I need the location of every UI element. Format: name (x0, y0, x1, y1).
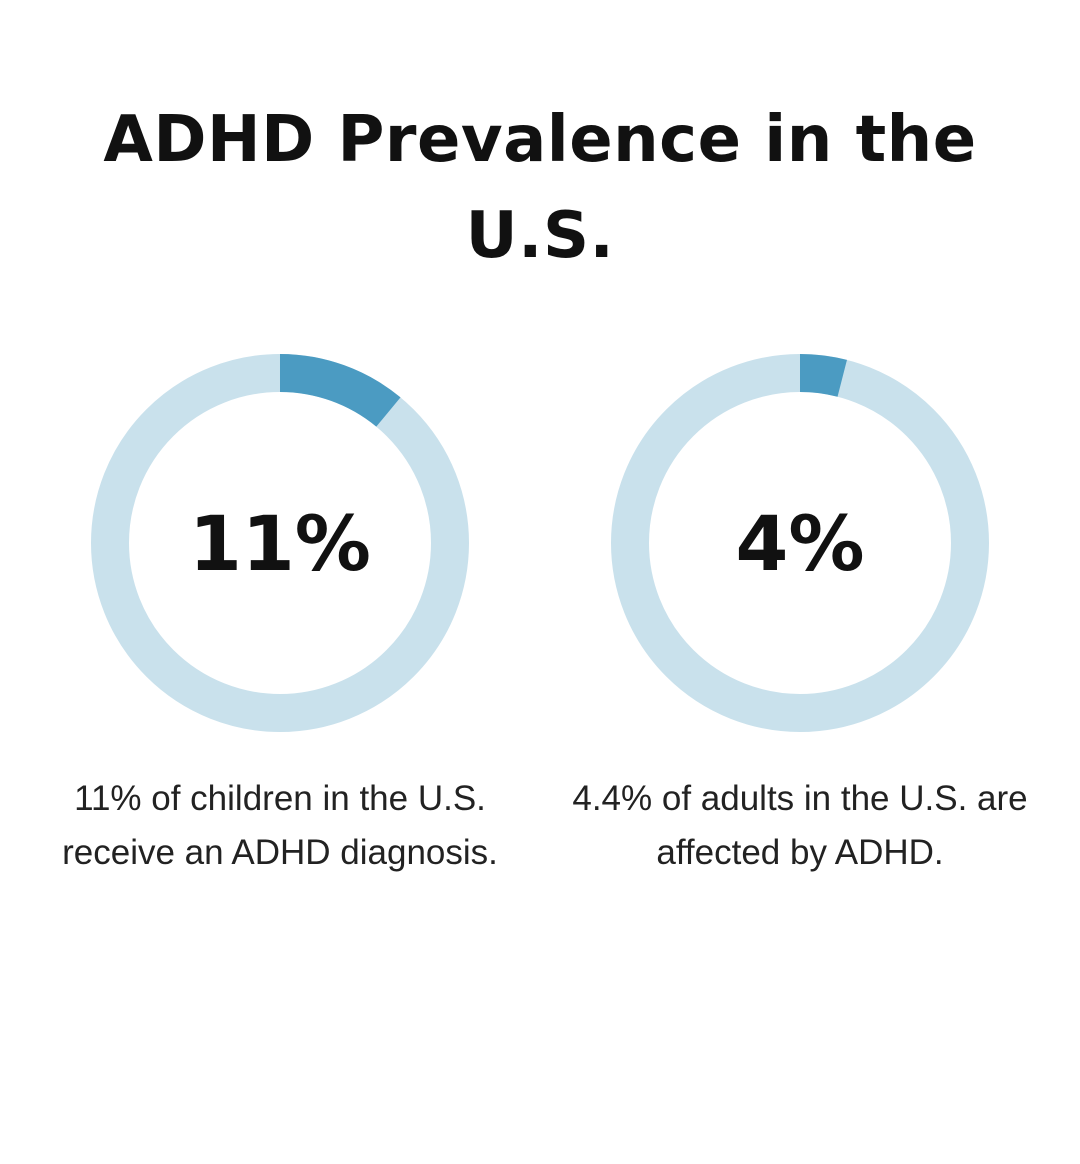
donut-chart-adults: 4% (611, 354, 989, 732)
donut-value-label-children: 11% (189, 498, 371, 588)
donut-value-label-adults: 4% (735, 498, 865, 588)
donut-value-arc-adults (611, 354, 989, 732)
page-title: ADHD Prevalence in the U.S. (103, 103, 977, 273)
caption-children: 11% of children in the U.S. receive an A… (62, 779, 498, 872)
caption-adults: 4.4% of adults in the U.S. are affected … (572, 779, 1028, 872)
donut-value-arc-children (91, 354, 469, 732)
donut-svg-adults (611, 354, 989, 732)
donut-chart-children: 11% (91, 354, 469, 732)
donut-svg-children (91, 354, 469, 732)
